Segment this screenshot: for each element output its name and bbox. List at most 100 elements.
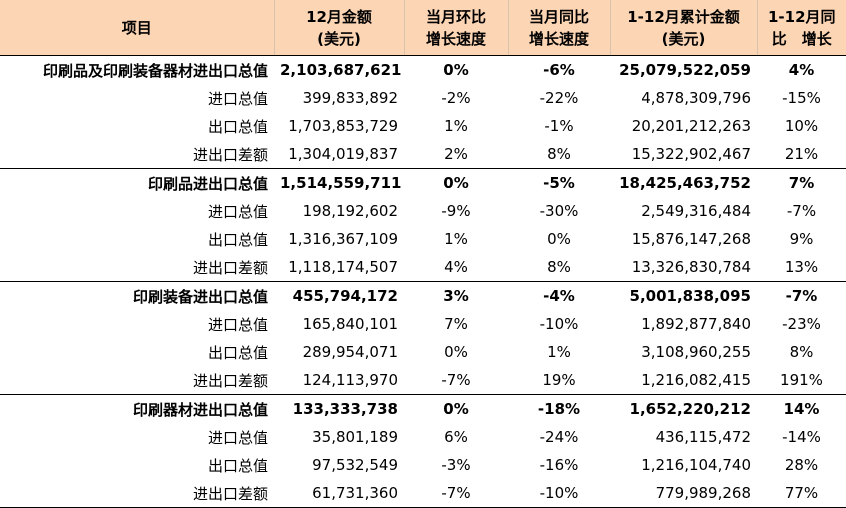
december-amount-cell: 289,954,071 [302,343,398,361]
month-on-month-cell: 7% [444,315,468,333]
december-amount-cell: 1,514,559,711 [280,174,402,192]
month-on-month-cell: 0% [443,61,469,79]
cumulative-amount-cell: 20,201,212,263 [631,117,751,135]
cumulative-yoy-cell: 13% [757,253,846,282]
month-on-month-cell: 3% [443,287,469,305]
cumulative-yoy-cell: 77% [757,479,846,508]
year-on-year-cell: 1% [547,343,571,361]
cumulative-yoy-cell: 7% [788,174,815,192]
table-row: 出口总值 1,703,853,729 1% -1% 20,201,212,263 10% [0,112,846,140]
december-amount-cell: 124,113,970 [274,366,404,395]
december-amount-cell: 1,304,019,837 [274,140,404,169]
december-amount-cell: 198,192,602 [302,202,398,220]
year-on-year-cell: -22% [539,89,579,107]
month-on-month-cell: 0% [443,400,469,418]
cumulative-yoy-cell: 8% [789,343,814,361]
cumulative-amount-cell: 15,322,902,467 [610,140,757,169]
cumulative-yoy-cell: 9% [789,230,814,248]
row-label-cell: 出口总值 [207,456,268,475]
cumulative-yoy-cell: -23% [782,315,821,333]
cumulative-yoy-cell: 28% [784,456,819,474]
table-row: 出口总值 97,532,549 -3% -16% 1,216,104,740 28% [0,451,846,479]
year-on-year-cell: 8% [508,140,610,169]
december-amount-cell: 1,118,174,507 [274,253,404,282]
month-on-month-cell: 1% [444,230,468,248]
month-on-month-cell: -9% [441,202,471,220]
december-amount-cell: 61,731,360 [274,479,404,508]
cumulative-yoy-cell: 4% [788,61,815,79]
month-on-month-cell: -7% [404,366,508,395]
table-row: 出口总值 289,954,071 0% 1% 3,108,960,255 8% [0,338,846,366]
cumulative-amount-cell: 1,216,082,415 [610,366,757,395]
header-month-on-month: 当月环比 增长速度 [404,0,509,56]
row-label-cell: 进口总值 [207,89,268,108]
year-on-year-cell: -10% [508,479,610,508]
cumulative-yoy-cell: 21% [757,140,846,169]
december-amount-cell: 97,532,549 [312,456,398,474]
december-amount-cell: 165,840,101 [302,315,398,333]
table-row: 进出口差额 61,731,360 -7% -10% 779,989,268 77% [0,479,846,508]
year-on-year-cell: 19% [508,366,610,395]
month-on-month-cell: 1% [444,117,468,135]
row-label-cell: 进口总值 [207,428,268,447]
header-row: 项目 12月金额 (美元) 当月环比 增长速度 当月同比 增长速度 1-12月累计金额… [0,0,846,56]
cumulative-yoy-cell: -7% [785,287,818,305]
year-on-year-cell: -24% [539,428,579,446]
cumulative-yoy-cell: -7% [786,202,817,220]
row-label-cell: 印刷装备进出口总值 [132,287,268,306]
month-on-month-cell: -7% [404,479,508,508]
table-row: 出口总值 1,316,367,109 1% 0% 15,876,147,268 9% [0,225,846,253]
cumulative-amount-cell: 436,115,472 [655,428,751,446]
month-on-month-cell: 0% [443,174,469,192]
row-label-cell: 印刷品进出口总值 [147,174,268,193]
cumulative-yoy-cell: -14% [782,428,821,446]
cumulative-amount-cell: 3,108,960,255 [641,343,751,361]
header-item: 项目 [0,0,275,56]
cumulative-amount-cell: 1,652,220,212 [629,400,751,418]
row-label-cell: 进出口差额 [0,479,274,508]
cumulative-amount-cell: 1,216,104,740 [641,456,751,474]
cumulative-yoy-cell: 14% [783,400,820,418]
header-cumulative-yoy: 1-12月同比 增长 [757,0,846,56]
row-label-cell: 进出口差额 [0,253,274,282]
cumulative-yoy-cell: 191% [757,366,846,395]
december-amount-cell: 2,103,687,621 [280,61,402,79]
cumulative-amount-cell: 5,001,838,095 [629,287,751,305]
december-amount-cell: 133,333,738 [292,400,398,418]
table-row: 进出口差额 124,113,970 -7% 19% 1,216,082,415 191% [0,366,846,395]
row-label-cell: 进口总值 [207,202,268,221]
header-december-amount: 12月金额 (美元) [274,0,405,56]
cumulative-amount-cell: 15,876,147,268 [631,230,751,248]
year-on-year-cell: -5% [543,174,575,192]
year-on-year-cell: -30% [539,202,579,220]
year-on-year-cell: -1% [544,117,574,135]
row-label-cell: 进出口差额 [0,140,274,169]
december-amount-cell: 1,703,853,729 [288,117,398,135]
year-on-year-cell: -10% [539,315,579,333]
table-row: 印刷品及印刷装备器材进出口总值 2,103,687,621 0% -6% 25,079,… [0,56,846,85]
cumulative-yoy-cell: 10% [784,117,819,135]
cumulative-amount-cell: 779,989,268 [610,479,757,508]
table-row: 进口总值 35,801,189 6% -24% 436,115,472 -14% [0,423,846,451]
month-on-month-cell: -2% [441,89,471,107]
month-on-month-cell: 2% [404,140,508,169]
month-on-month-cell: 6% [444,428,468,446]
december-amount-cell: 455,794,172 [292,287,398,305]
year-on-year-cell: 0% [547,230,571,248]
year-on-year-cell: -18% [537,400,581,418]
table-row: 进口总值 165,840,101 7% -10% 1,892,877,840 -23% [0,310,846,338]
cumulative-amount-cell: 25,079,522,059 [619,61,751,79]
cumulative-amount-cell: 2,549,316,484 [641,202,751,220]
table-row: 印刷装备进出口总值 455,794,172 3% -4% 5,001,838,095 -7… [0,282,846,311]
year-on-year-cell: 8% [508,253,610,282]
row-label-cell: 出口总值 [207,343,268,362]
row-label-cell: 印刷品及印刷装备器材进出口总值 [42,61,268,80]
year-on-year-cell: -4% [543,287,575,305]
cumulative-amount-cell: 13,326,830,784 [610,253,757,282]
row-label-cell: 印刷器材进出口总值 [132,400,268,419]
month-on-month-cell: 4% [404,253,508,282]
row-label-cell: 进出口差额 [0,366,274,395]
cumulative-yoy-cell: -15% [782,89,821,107]
table-row: 进出口差额 1,304,019,837 2% 8% 15,322,902,467 21% [0,140,846,169]
